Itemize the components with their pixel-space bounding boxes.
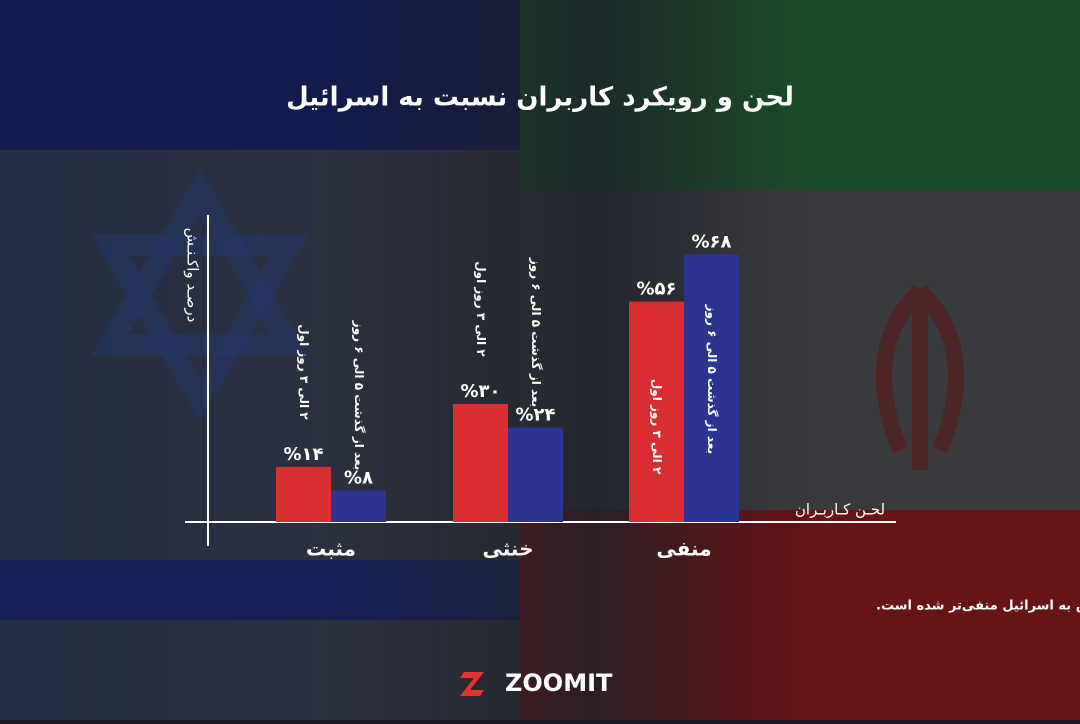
series-label: ۲ الی ۳ روز اول [473, 261, 488, 357]
logo-icon [460, 672, 484, 696]
x-tick-label: مثبت [306, 537, 356, 561]
y-axis-label: درصـد واکـنـش [184, 228, 202, 323]
series-label: بعد از گذشت ۵ الی ۶ روز [528, 257, 543, 407]
value-label: %۱۴ [283, 444, 323, 465]
bar [276, 466, 331, 522]
value-label: %۳۰ [460, 381, 500, 402]
chart-title: لحن و رویکرد کاربران نسبت به اسرائیل [286, 83, 794, 113]
bar [508, 427, 563, 522]
bar [331, 490, 386, 522]
note: آنالیز بار معنایی کلمات در توییتر نشان م… [876, 597, 1080, 614]
bar [453, 403, 508, 522]
series-label: ۲ الی ۳ روز اول [296, 324, 311, 420]
logo: ZOOMIT [505, 669, 613, 697]
x-tick-label: خنثی [483, 537, 534, 561]
value-label: %۵۶ [636, 279, 676, 300]
series-label: بعد از گذشت ۵ الی ۶ روز [351, 320, 366, 470]
value-label: %۸ [344, 468, 373, 489]
bar [629, 301, 684, 522]
value-label: %۲۴ [515, 405, 555, 426]
series-label: بعد از گذشت ۵ الی ۶ روز [704, 304, 719, 454]
x-axis-label: لحـن کـاربـران [795, 501, 885, 519]
value-label: %۶۸ [691, 231, 731, 252]
bar [684, 254, 739, 522]
x-tick-label: منفی [656, 537, 711, 561]
series-label: ۲ الی ۳ روز اول [649, 379, 664, 475]
